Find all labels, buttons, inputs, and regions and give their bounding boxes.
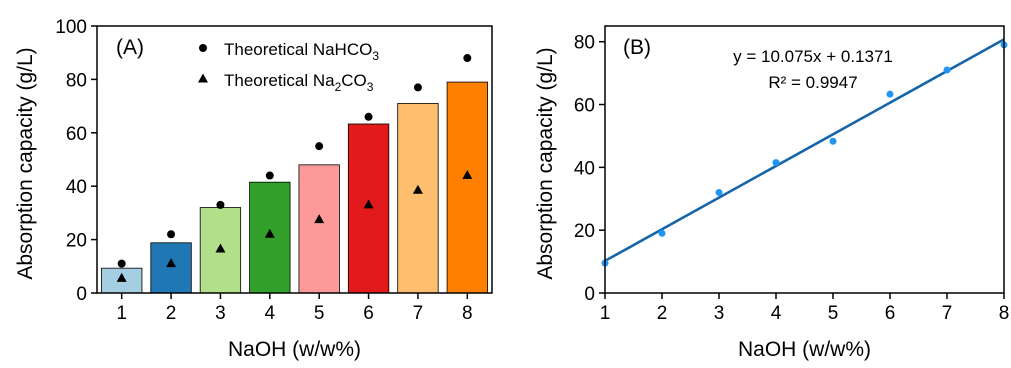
- y-tick-label: 40: [574, 158, 595, 179]
- legend-triangle-marker: [198, 73, 208, 83]
- bar-8: [446, 81, 488, 294]
- data-point-6: [886, 90, 894, 98]
- y-axis-title: Absorption capacity (g/L): [14, 47, 37, 279]
- bar-7: [397, 103, 439, 294]
- y-tick-label: 60: [66, 124, 87, 145]
- y-tick-label: 0: [584, 284, 595, 305]
- legend-label-na2co3: Theoretical Na2CO3: [224, 71, 374, 94]
- x-tick-label: 8: [999, 303, 1010, 324]
- y-tick-label: 100: [55, 17, 87, 38]
- y-tick-label: 20: [66, 231, 87, 252]
- panel-b: 0 20 40 60 80 1 2 3 4 5 6 7 8 NaOH (w/w%) Absorption c…: [534, 25, 1010, 361]
- data-point-5: [829, 137, 837, 145]
- panel-label-a: (A): [116, 36, 144, 59]
- x-tick-label: 3: [215, 303, 226, 324]
- legend-circle-marker: [199, 44, 207, 52]
- legend-label-nahco3: Theoretical NaHCO3: [224, 40, 379, 63]
- y-tick-label: 80: [574, 33, 595, 54]
- x-axis-title: NaOH (w/w%): [738, 338, 871, 361]
- x-axis-title: NaOH (w/w%): [228, 338, 361, 361]
- x-tick-label: 5: [828, 303, 839, 324]
- point-nahco3-6: [364, 112, 373, 121]
- point-na2co3-4: [264, 228, 275, 238]
- x-tick-label: 1: [116, 303, 127, 324]
- x-tick-label: 7: [413, 303, 424, 324]
- point-nahco3-8: [463, 54, 472, 63]
- y-tick-label: 40: [66, 177, 87, 198]
- legend-subscript: 2: [335, 80, 342, 94]
- data-point-7: [943, 66, 951, 74]
- x-tick-label: 1: [600, 303, 611, 324]
- legend-text-part: CO: [341, 71, 367, 90]
- fit-line: [604, 38, 1005, 263]
- bar-2: [150, 242, 192, 294]
- point-na2co3-7: [412, 184, 423, 194]
- data-point-4: [772, 159, 780, 167]
- data-point-2: [658, 229, 666, 237]
- x-tick-label: 6: [363, 303, 374, 324]
- bar-6: [347, 123, 390, 294]
- plot-frame: [604, 25, 1005, 294]
- x-tick-label: 2: [166, 303, 177, 324]
- y-tick-label: 80: [66, 70, 87, 91]
- x-tick-label: 6: [885, 303, 896, 324]
- point-na2co3-3: [215, 243, 226, 253]
- fit-r-squared: R² = 0.9947: [768, 73, 857, 92]
- x-tick-label: 4: [771, 303, 782, 324]
- legend-subscript: 3: [372, 49, 379, 63]
- point-nahco3-1: [117, 259, 126, 268]
- point-na2co3-1: [116, 272, 127, 282]
- panel-label-b: (B): [623, 36, 651, 59]
- x-tick-label: 3: [714, 303, 725, 324]
- point-nahco3-7: [413, 83, 422, 92]
- legend-subscript: 3: [367, 80, 374, 94]
- plot-frame: [96, 25, 493, 294]
- y-tick-label: 60: [574, 96, 595, 117]
- y-axis-title: Absorption capacity (g/L): [534, 47, 557, 279]
- y-tick-label: 20: [574, 221, 595, 242]
- point-nahco3-2: [167, 230, 176, 239]
- x-tick-label: 8: [462, 303, 473, 324]
- x-tick-label: 5: [314, 303, 325, 324]
- point-na2co3-5: [314, 214, 325, 224]
- panel-a: 0 20 40 60 80 100 1 2 3 4 5 6 7 8 NaOH (w/w%) Absorptio…: [14, 17, 493, 361]
- point-na2co3-6: [363, 199, 374, 209]
- point-na2co3-2: [166, 258, 177, 268]
- fit-equation: y = 10.075x + 0.1371: [733, 47, 893, 66]
- point-nahco3-4: [265, 171, 274, 180]
- x-tick-label: 2: [657, 303, 668, 324]
- point-nahco3-3: [216, 200, 225, 209]
- bar-5: [298, 164, 340, 294]
- data-point-3: [715, 188, 723, 196]
- x-tick-label: 7: [942, 303, 953, 324]
- y-tick-label: 0: [76, 284, 87, 305]
- point-na2co3-8: [462, 170, 473, 180]
- x-tick-label: 4: [265, 303, 276, 324]
- point-nahco3-5: [315, 142, 324, 151]
- legend-text-part: Theoretical NaHCO: [224, 40, 372, 59]
- legend-text-part: Theoretical Na: [224, 71, 335, 90]
